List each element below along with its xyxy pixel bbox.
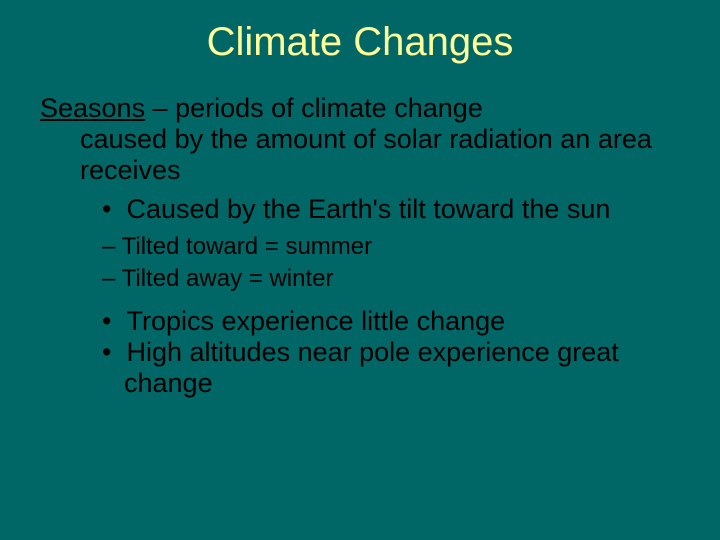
sub-bullet-1-text: Tilted toward = summer bbox=[122, 233, 373, 260]
definition-block: Seasons – periods of climate change caus… bbox=[40, 93, 680, 186]
bullet-item-2: • Tropics experience little change bbox=[40, 306, 680, 337]
bullet-marker: • bbox=[102, 306, 111, 336]
bullet-item-1: • Caused by the Earth's tilt toward the … bbox=[40, 194, 680, 225]
term-seasons: Seasons bbox=[40, 93, 145, 123]
sub-bullet-2-text: Tilted away = winter bbox=[122, 265, 334, 292]
definition-part1: – periods of climate change bbox=[145, 93, 483, 123]
dash-marker: – bbox=[102, 265, 115, 292]
sub-bullet-1: – Tilted toward = summer bbox=[40, 233, 680, 261]
definition-part2: caused by the amount of solar radiation … bbox=[40, 124, 680, 186]
bullet-list: • Caused by the Earth's tilt toward the … bbox=[40, 194, 680, 399]
bullet-2-text: Tropics experience little change bbox=[126, 306, 505, 336]
bullet-item-3: • High altitudes near pole experience gr… bbox=[40, 337, 680, 399]
sub-bullet-2: – Tilted away = winter bbox=[40, 265, 680, 293]
bullet-marker: • bbox=[102, 337, 111, 367]
bullet-marker: • bbox=[102, 194, 111, 224]
slide-body: Seasons – periods of climate change caus… bbox=[40, 93, 680, 400]
dash-marker: – bbox=[102, 233, 115, 260]
bullet-3-text: High altitudes near pole experience grea… bbox=[124, 337, 619, 398]
bullet-1-text: Caused by the Earth's tilt toward the su… bbox=[126, 194, 610, 224]
slide-title: Climate Changes bbox=[40, 20, 680, 65]
slide-container: Climate Changes Seasons – periods of cli… bbox=[0, 0, 720, 540]
